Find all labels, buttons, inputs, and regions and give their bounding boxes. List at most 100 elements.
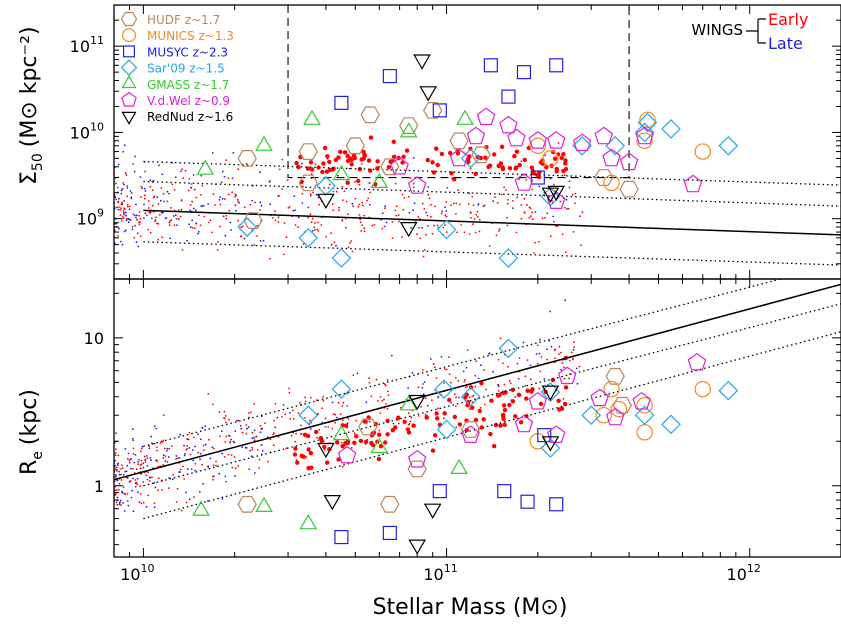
data-point-triangle-up <box>456 109 474 125</box>
late-galaxy-point <box>218 472 221 475</box>
early-galaxy-point <box>189 453 192 456</box>
legend-marker-diamond <box>120 59 138 76</box>
late-galaxy-point <box>186 239 189 242</box>
early-galaxy-point <box>260 444 263 446</box>
late-galaxy-point <box>122 473 125 476</box>
late-galaxy-point <box>144 212 147 215</box>
early-galaxy-point <box>546 348 548 351</box>
late-galaxy-point <box>294 209 297 212</box>
late-galaxy-point <box>125 470 128 473</box>
data-point-hexagon <box>594 169 614 186</box>
late-galaxy-point <box>115 432 117 434</box>
late-galaxy-point <box>176 457 179 460</box>
early-galaxy-dot <box>466 400 471 405</box>
early-galaxy-point <box>156 222 158 225</box>
early-galaxy-point <box>243 206 246 209</box>
late-galaxy-point <box>185 491 187 494</box>
early-galaxy-point <box>157 477 160 480</box>
early-galaxy-point <box>138 501 141 504</box>
early-galaxy-point <box>429 215 432 218</box>
early-galaxy-point <box>153 502 156 505</box>
early-galaxy-point <box>580 244 582 247</box>
early-galaxy-point <box>137 221 140 224</box>
early-galaxy-point <box>397 422 400 425</box>
early-galaxy-point <box>507 365 509 368</box>
late-galaxy-point <box>221 197 224 200</box>
early-galaxy-point <box>424 397 427 400</box>
early-galaxy-point <box>476 210 479 213</box>
early-galaxy-point <box>268 257 271 260</box>
data-point-square <box>537 428 552 443</box>
late-galaxy-point <box>539 338 541 341</box>
early-galaxy-point <box>553 349 556 352</box>
late-galaxy-point <box>165 450 168 452</box>
late-galaxy-point <box>151 217 153 220</box>
early-galaxy-point <box>116 470 118 472</box>
early-galaxy-point <box>425 233 427 236</box>
early-galaxy-point <box>446 187 449 189</box>
early-galaxy-point <box>121 215 124 218</box>
early-galaxy-dot <box>518 420 524 425</box>
early-galaxy-dot <box>343 441 348 446</box>
early-galaxy-point <box>453 393 456 395</box>
late-galaxy-point <box>159 199 162 202</box>
early-galaxy-point <box>371 224 374 227</box>
data-point-triangle-up <box>399 395 418 411</box>
legend-label: Sar'09 z~1.5 <box>147 62 225 76</box>
wings-late-label: Late <box>768 34 803 53</box>
early-galaxy-point <box>368 377 370 380</box>
early-galaxy-dot <box>411 423 416 428</box>
early-galaxy-point <box>341 419 344 422</box>
early-galaxy-dot <box>305 166 311 171</box>
early-galaxy-point <box>213 447 215 450</box>
early-galaxy-point <box>335 190 338 193</box>
early-galaxy-point <box>157 223 160 225</box>
late-galaxy-point <box>221 497 224 500</box>
early-galaxy-dot <box>473 417 479 423</box>
late-galaxy-point <box>166 190 169 193</box>
early-galaxy-point <box>524 384 527 387</box>
late-galaxy-point <box>440 356 443 358</box>
early-galaxy-point <box>225 421 227 424</box>
late-galaxy-point <box>445 210 448 212</box>
late-galaxy-point <box>230 229 233 231</box>
early-galaxy-dot <box>510 387 515 392</box>
late-galaxy-point <box>410 227 413 229</box>
late-galaxy-point <box>145 474 148 477</box>
early-galaxy-point <box>500 193 503 196</box>
data-point-triangle-up <box>332 424 351 441</box>
late-galaxy-point <box>126 476 129 479</box>
early-galaxy-point <box>419 237 421 240</box>
early-galaxy-point <box>288 205 291 208</box>
late-galaxy-point <box>219 196 222 199</box>
early-galaxy-point <box>403 197 406 199</box>
early-galaxy-point <box>237 168 240 171</box>
late-galaxy-point <box>384 205 386 208</box>
data-point-circle <box>595 406 613 424</box>
early-galaxy-point <box>231 191 234 194</box>
data-point-triangle-up <box>303 109 321 125</box>
early-galaxy-point <box>472 394 475 397</box>
early-galaxy-point <box>302 243 305 245</box>
dotted-relation-line <box>143 279 784 447</box>
late-galaxy-point <box>153 506 156 509</box>
early-galaxy-point <box>573 346 575 349</box>
early-galaxy-point <box>170 445 173 447</box>
early-galaxy-point <box>190 468 193 471</box>
early-galaxy-point <box>574 192 577 195</box>
early-galaxy-point <box>123 207 125 210</box>
early-galaxy-point <box>578 365 581 368</box>
late-galaxy-point <box>211 446 214 448</box>
early-galaxy-point <box>433 224 435 227</box>
early-galaxy-dot <box>522 157 527 163</box>
data-point-pentagon <box>407 176 427 194</box>
late-galaxy-point <box>331 401 334 404</box>
early-galaxy-point <box>284 413 287 416</box>
late-galaxy-point <box>134 224 136 227</box>
early-galaxy-point <box>361 201 364 204</box>
early-galaxy-point <box>281 158 284 161</box>
early-galaxy-point <box>148 207 150 209</box>
late-galaxy-point <box>154 486 157 489</box>
early-galaxy-point <box>448 356 450 358</box>
early-galaxy-point <box>485 388 487 391</box>
